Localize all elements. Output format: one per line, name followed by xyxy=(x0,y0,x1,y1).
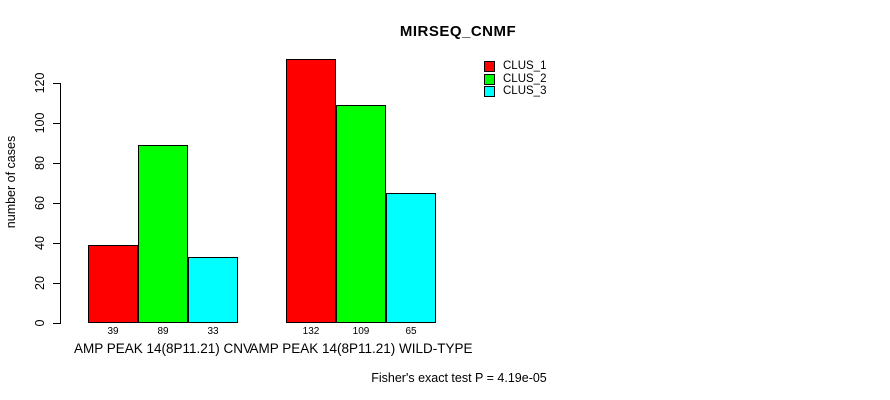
y-tick xyxy=(53,83,60,84)
x-category-label: AMP PEAK 14(8P11.21) WILD-TYPE xyxy=(249,341,473,356)
bar xyxy=(188,257,238,323)
bar-value-label: 65 xyxy=(405,326,417,337)
y-tick xyxy=(53,243,60,244)
y-tick-label: 80 xyxy=(33,156,47,170)
y-tick xyxy=(53,203,60,204)
bar xyxy=(88,245,138,323)
bar-value-label: 89 xyxy=(157,326,169,337)
y-tick xyxy=(53,123,60,124)
y-tick-label: 60 xyxy=(33,196,47,210)
y-tick-label: 20 xyxy=(33,276,47,290)
y-axis-title: number of cases xyxy=(4,135,18,229)
bar xyxy=(386,193,436,323)
y-tick xyxy=(53,163,60,164)
y-tick-label: 120 xyxy=(33,72,47,94)
y-tick-label: 100 xyxy=(33,112,47,134)
bar-value-label: 39 xyxy=(107,326,119,337)
bar-value-label: 132 xyxy=(302,326,320,337)
x-category-label: AMP PEAK 14(8P11.21) CNV xyxy=(73,341,253,356)
y-tick xyxy=(53,283,60,284)
y-axis-line xyxy=(60,83,61,324)
bar-value-label: 33 xyxy=(207,326,219,337)
legend-swatch xyxy=(484,73,495,85)
bar-value-label: 109 xyxy=(352,326,370,337)
chart-title: MIRSEQ_CNMF xyxy=(399,23,517,40)
legend-label: CLUS_1 xyxy=(503,60,547,72)
y-tick xyxy=(53,323,60,324)
legend-label: CLUS_3 xyxy=(503,85,547,97)
bar xyxy=(286,59,336,323)
annotation-text: Fisher's exact test P = 4.19e-05 xyxy=(371,371,547,385)
legend-label: CLUS_2 xyxy=(503,72,547,85)
y-tick-label: 40 xyxy=(33,236,47,250)
legend-swatch xyxy=(484,86,495,97)
bar xyxy=(138,145,188,323)
y-tick-label: 0 xyxy=(33,319,47,327)
bar xyxy=(336,105,386,323)
legend-swatch xyxy=(484,61,495,72)
